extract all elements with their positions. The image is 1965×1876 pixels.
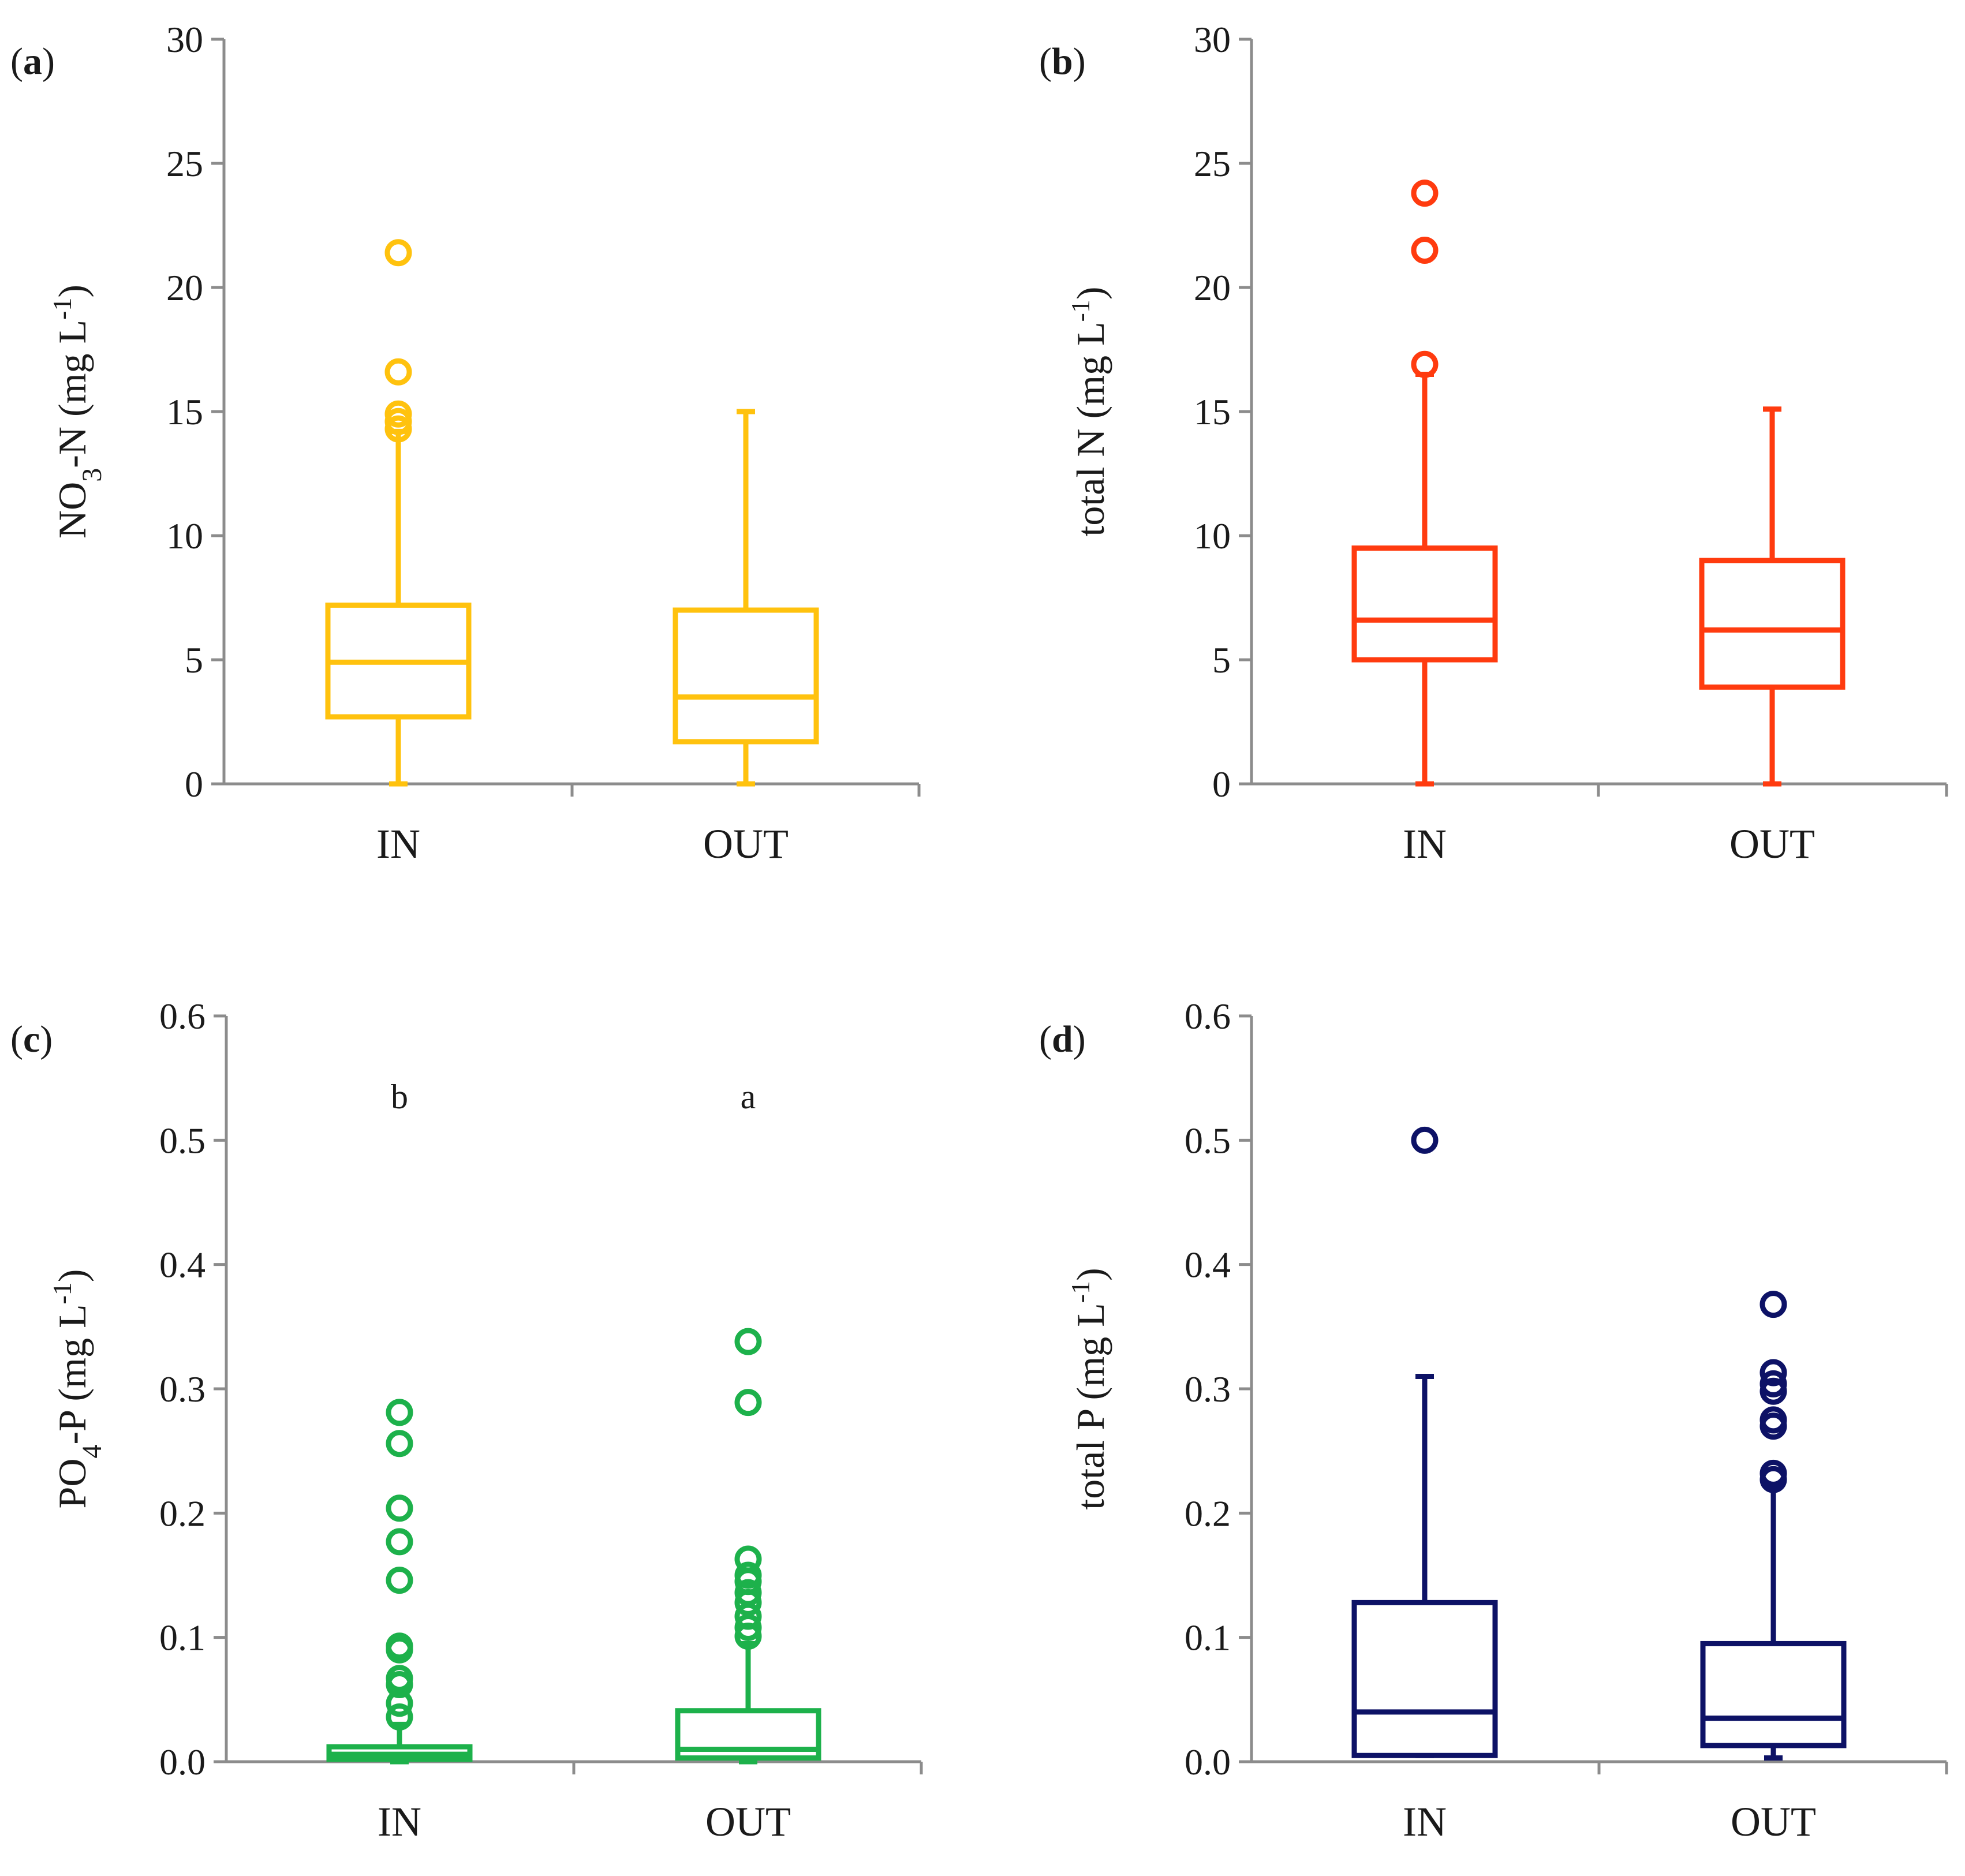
iqr-box (1351, 545, 1498, 663)
outlier-point (384, 239, 412, 267)
y-tick-label: 15 (1194, 391, 1231, 432)
outlier-point (1411, 237, 1439, 264)
box-in (1351, 180, 1498, 787)
x-category-label: IN (1403, 1799, 1447, 1845)
significance-letter: a (741, 1078, 756, 1116)
outlier-point (386, 1632, 413, 1660)
panel-d: 0.0 0.1 0.2 0.3 0.4 0.5 0.6 IN OUT total P (mg L-… (1039, 996, 1948, 1845)
outlier-point (1759, 1459, 1787, 1487)
x-category-label: OUT (1729, 821, 1815, 867)
y-tick-label: 0.6 (159, 996, 206, 1037)
y-tick-label: 0.0 (1185, 1742, 1231, 1782)
outlier-point (386, 1399, 413, 1426)
box-out (673, 409, 819, 787)
outlier-point (386, 1703, 413, 1731)
box-out (1700, 1291, 1847, 1761)
panel-label: (b) (1039, 40, 1086, 83)
y-tick-label: 0.1 (159, 1617, 206, 1658)
y-tick-label: 0.3 (1185, 1369, 1231, 1410)
y-tick-label: 0 (1212, 764, 1231, 805)
x-category-label: OUT (703, 821, 789, 867)
x-category-label: OUT (1731, 1799, 1816, 1845)
y-tick-label: 10 (166, 515, 203, 556)
outlier-point (734, 1545, 762, 1573)
y-tick-label: 0.4 (159, 1245, 206, 1285)
outlier-point (734, 1389, 762, 1417)
y-axis-title: PO4-P (mg L-1) (47, 1269, 107, 1509)
iqr-box (1700, 1640, 1847, 1748)
box-out (675, 1328, 821, 1765)
outlier-point (384, 400, 412, 428)
outlier-point (386, 1494, 413, 1522)
panel-label: (d) (1039, 1018, 1086, 1060)
x-category-label: IN (378, 1799, 421, 1845)
y-tick-label: 20 (1194, 267, 1231, 308)
panel-a: 0 5 10 15 20 25 30 IN OUT NO3-N (mg L-1) (a) (10, 19, 921, 867)
y-axis-title: total N (mg L-1) (1066, 286, 1113, 536)
outlier-point (1759, 1359, 1787, 1387)
iqr-box (673, 607, 819, 745)
y-tick-label: 0.1 (1185, 1617, 1231, 1658)
outlier-point (1411, 350, 1439, 378)
significance-letter: b (391, 1078, 408, 1116)
panel-label: (c) (10, 1018, 53, 1060)
outlier-point (386, 1567, 413, 1594)
box-in (326, 1399, 473, 1765)
x-category-label: IN (376, 821, 420, 867)
outlier-point (386, 1690, 413, 1717)
y-tick-label: 10 (1194, 515, 1231, 556)
y-tick-label: 5 (185, 640, 203, 681)
panel-c: 0.0 0.1 0.2 0.3 0.4 0.5 0.6 IN OUT PO4-P (mg L-1)… (10, 996, 923, 1845)
y-tick-label: 20 (166, 267, 203, 308)
y-tick-label: 0.0 (159, 1742, 206, 1782)
iqr-box (1351, 1600, 1498, 1758)
y-tick-label: 0.5 (1185, 1120, 1231, 1161)
y-tick-label: 15 (166, 391, 203, 432)
box-in (1351, 1126, 1498, 1758)
y-tick-label: 0.2 (1185, 1493, 1231, 1534)
y-tick-label: 0.5 (159, 1120, 206, 1161)
outlier-point (386, 1528, 413, 1556)
y-axis-title: NO3-N (mg L-1) (47, 285, 107, 539)
y-tick-label: 25 (166, 143, 203, 184)
outlier-point (384, 358, 412, 386)
y-tick-label: 0.4 (1185, 1245, 1231, 1285)
y-tick-label: 0.6 (1185, 996, 1231, 1037)
y-tick-label: 25 (1194, 143, 1231, 184)
outlier-point (1759, 1406, 1787, 1434)
y-tick-label: 30 (166, 19, 203, 60)
outlier-point (1411, 1126, 1439, 1154)
box-in (325, 239, 472, 787)
y-tick-label: 0 (185, 764, 203, 805)
outlier-point (734, 1561, 762, 1589)
outlier-point (734, 1328, 762, 1355)
outlier-point (1759, 1291, 1787, 1318)
y-tick-label: 0.2 (159, 1493, 206, 1534)
outlier-point (386, 1665, 413, 1692)
panel-b: 0 5 10 15 20 25 30 IN OUT total N (mg L-1) (b) (1039, 19, 1948, 867)
y-tick-label: 0.3 (159, 1369, 206, 1410)
y-tick-label: 5 (1212, 640, 1231, 681)
outlier-point (1411, 180, 1439, 207)
x-category-label: OUT (705, 1799, 791, 1845)
x-category-label: IN (1403, 821, 1447, 867)
y-tick-label: 30 (1194, 19, 1231, 60)
outlier-point (386, 1430, 413, 1458)
box-out (1699, 406, 1846, 787)
outlier-point (734, 1613, 762, 1641)
outlier-point (1759, 1370, 1787, 1397)
y-axis-title: total P (mg L-1) (1066, 1268, 1113, 1509)
panel-label: (a) (10, 40, 55, 83)
iqr-box (1699, 558, 1846, 690)
outlier-point (734, 1579, 762, 1606)
